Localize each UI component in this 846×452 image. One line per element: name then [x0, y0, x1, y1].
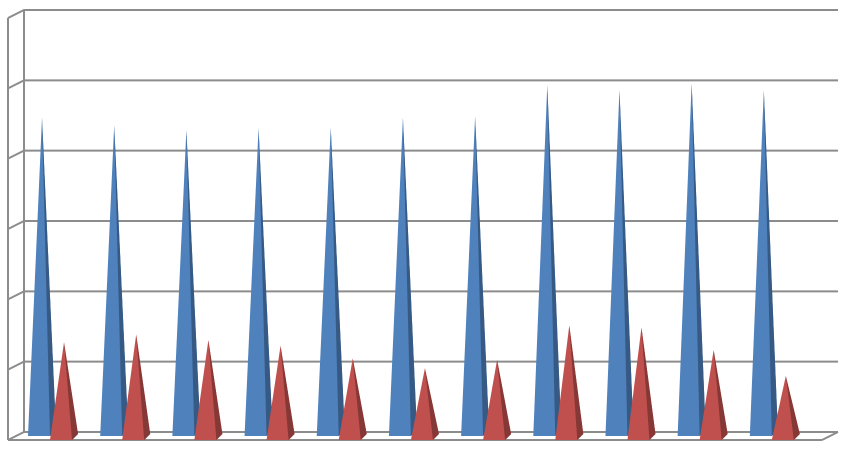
grid-line [7, 149, 838, 160]
pyramid-shade [763, 90, 778, 437]
grid-line [7, 9, 838, 19]
grid-line [7, 220, 838, 230]
pyramid-shade [64, 342, 78, 440]
pyramid-shade [424, 368, 439, 440]
pyramid-shade [352, 358, 367, 440]
grid-line [7, 79, 838, 90]
pyramid-shade [497, 359, 512, 440]
pyramid-shade [547, 85, 562, 437]
pyramid-shade [258, 128, 273, 436]
pyramid-shade [42, 117, 56, 437]
pyramid-shade [475, 116, 490, 436]
grid-line [7, 290, 838, 301]
pyramid-shade [785, 375, 800, 440]
pyramid-shade [330, 127, 345, 436]
pyramid-shade [208, 340, 223, 440]
pyramid-shade [402, 117, 417, 437]
pyramid-shade [114, 125, 129, 436]
floor-right [821, 431, 839, 441]
pyramid-shade [619, 90, 634, 437]
pyramid-shade [186, 130, 201, 436]
pyramid-shade [641, 327, 656, 440]
pyramid-shade [569, 325, 584, 440]
pyramid-shade [713, 349, 728, 440]
pyramid-shade [691, 83, 706, 436]
pyramid-shade [280, 345, 295, 440]
pyramid-shade [136, 334, 151, 440]
